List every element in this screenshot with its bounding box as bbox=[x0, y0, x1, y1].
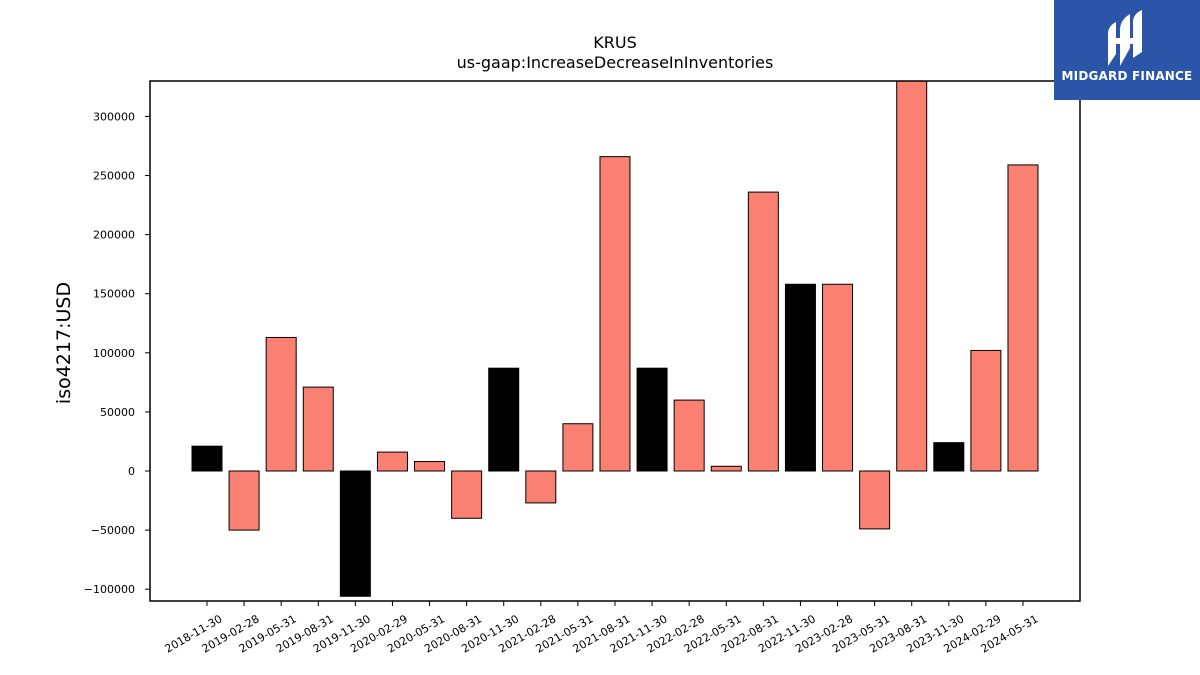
bar-2020-05-31 bbox=[414, 461, 446, 472]
bar-2023-11-30 bbox=[933, 442, 965, 472]
bar-2022-08-31 bbox=[747, 191, 779, 472]
bar-2019-02-28 bbox=[228, 470, 260, 531]
logo-mark-icon bbox=[1108, 10, 1142, 66]
y-tick-label: 100000 bbox=[93, 347, 135, 360]
bar-2020-02-29 bbox=[376, 451, 408, 472]
bar-2019-08-31 bbox=[302, 386, 334, 472]
logo-text: MIDGARD FINANCE bbox=[1061, 69, 1193, 83]
y-tick-label: −100000 bbox=[84, 583, 135, 596]
bar-2024-05-31 bbox=[1007, 164, 1039, 472]
chart-title: KRUS bbox=[593, 33, 636, 52]
chart-subtitle: us-gaap:IncreaseDecreaseInInventories bbox=[457, 53, 774, 72]
y-tick-label: 150000 bbox=[93, 288, 135, 301]
bar-2020-08-31 bbox=[451, 470, 483, 519]
y-tick-label: 200000 bbox=[93, 229, 135, 242]
bar-2021-11-30 bbox=[636, 367, 668, 472]
plot-frame bbox=[149, 80, 1081, 602]
bars-group bbox=[191, 80, 1039, 597]
bar-2020-11-30 bbox=[488, 367, 520, 472]
bar-2024-02-29 bbox=[970, 349, 1002, 472]
bar-2023-08-31 bbox=[896, 80, 928, 472]
y-ticks-group: −100000 −50000 0 50000 100000 150000 200000 250… bbox=[84, 110, 150, 596]
bar-2023-05-31 bbox=[859, 470, 891, 530]
brand-logo: MIDGARD FINANCE bbox=[1054, 0, 1200, 100]
y-axis-label: iso4217:USD bbox=[53, 282, 75, 404]
bar-2022-02-28 bbox=[673, 399, 705, 472]
bar-2018-11-30 bbox=[191, 445, 223, 472]
bar-2022-11-30 bbox=[784, 283, 816, 472]
bar-2022-05-31 bbox=[710, 465, 742, 472]
bar-2019-11-30 bbox=[339, 470, 371, 597]
x-ticks-group: 2018-11-302019-02-282019-05-312019-08-31… bbox=[163, 601, 1040, 656]
bar-2023-02-28 bbox=[822, 283, 854, 472]
bar-2019-05-31 bbox=[265, 336, 297, 472]
y-tick-label: 250000 bbox=[93, 170, 135, 183]
y-tick-label: 0 bbox=[128, 465, 135, 478]
bar-2021-05-31 bbox=[562, 423, 594, 472]
y-tick-label: 300000 bbox=[93, 110, 135, 123]
bar-2021-02-28 bbox=[525, 470, 557, 504]
y-tick-label: −50000 bbox=[91, 524, 135, 537]
bar-2021-08-31 bbox=[599, 156, 631, 472]
y-tick-label: 50000 bbox=[100, 406, 135, 419]
